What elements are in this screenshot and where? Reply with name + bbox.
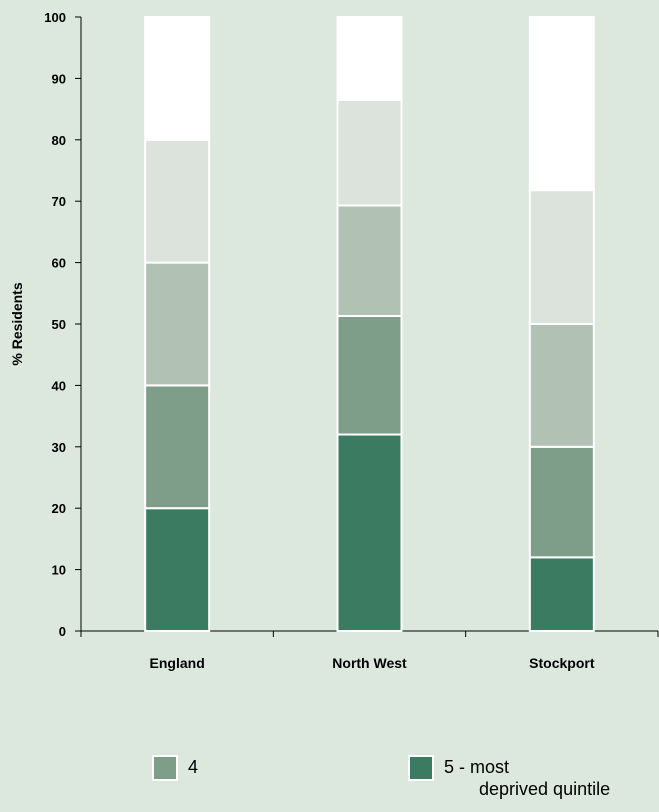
y-tick-label-60: 60: [52, 256, 66, 271]
x-category-label-england: England: [150, 655, 205, 671]
plot-area: 0 10 20 30 40 50 60 70 80 90 100 England North West S…: [44, 10, 659, 671]
y-tick-label-100: 100: [44, 10, 66, 25]
bar-segment-england-5: [144, 16, 211, 141]
bar-segment-england-1: [144, 507, 211, 633]
y-tick-label-40: 40: [52, 378, 66, 393]
bar-segment-stockport-3: [528, 323, 595, 448]
y-tick-label-30: 30: [52, 440, 66, 455]
bar-segment-north-west-2: [336, 315, 403, 436]
y-tick-label-10: 10: [52, 563, 66, 578]
y-tick-label-80: 80: [52, 133, 66, 148]
y-axis-title: % Residents: [9, 282, 25, 365]
bar-segment-england-4: [144, 138, 211, 264]
bar-segment-stockport-2: [528, 445, 595, 559]
y-tick-label-20: 20: [52, 501, 66, 516]
y-tick-label-50: 50: [52, 317, 66, 332]
y-tick-label-0: 0: [59, 624, 66, 639]
y-tick-label-70: 70: [52, 194, 66, 209]
bar-segment-england-2: [144, 384, 211, 510]
bar-segment-north-west-5: [336, 16, 403, 101]
bar-segment-stockport-1: [528, 556, 595, 633]
bar-segment-stockport-5: [528, 16, 595, 192]
bar-segment-north-west-3: [336, 204, 403, 318]
bar-segment-north-west-1: [336, 433, 403, 632]
bar-segment-north-west-4: [336, 98, 403, 207]
x-category-label-stockport: Stockport: [529, 655, 595, 671]
bar-segment-england-3: [144, 261, 211, 387]
bar-segment-stockport-4: [528, 189, 595, 325]
y-tick-label-90: 90: [52, 71, 66, 86]
x-category-label-north-west: North West: [332, 655, 407, 671]
